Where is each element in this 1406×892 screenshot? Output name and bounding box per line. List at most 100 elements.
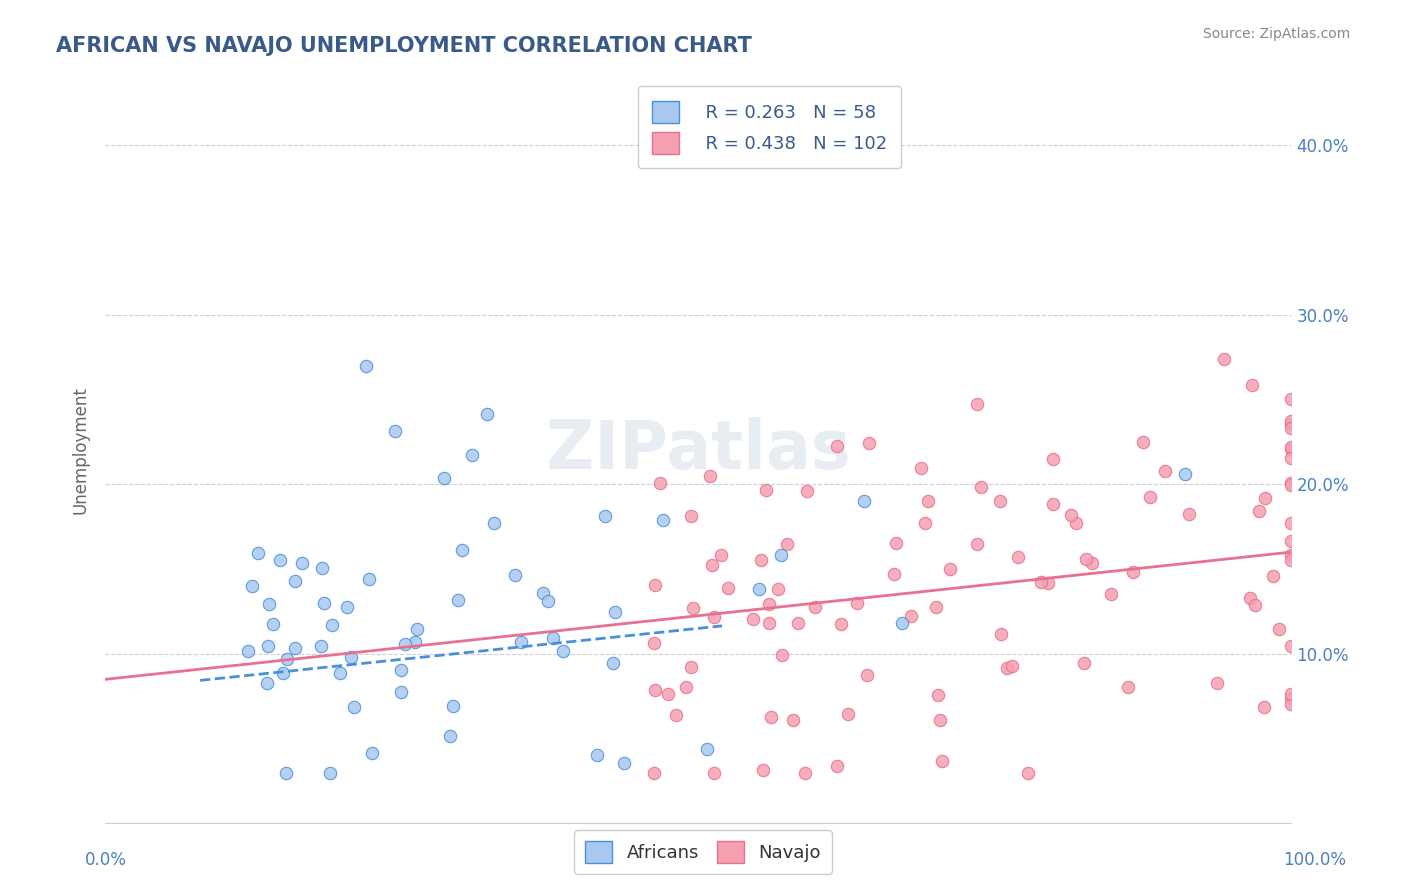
Point [703,765,725,780]
Point [361,746,384,760]
Point [770,648,793,662]
Point [1281,442,1303,456]
Point [858,436,880,450]
Point [830,617,852,632]
Point [803,600,825,615]
Point [389,684,412,698]
Point [354,359,377,373]
Point [309,639,332,653]
Point [389,663,412,677]
Point [1281,476,1303,491]
Point [262,616,284,631]
Point [1281,450,1303,465]
Point [853,494,876,508]
Point [1281,691,1303,706]
Point [990,627,1012,641]
Point [717,581,740,595]
Point [257,597,280,611]
Point [1007,549,1029,564]
Point [246,546,269,560]
Point [1042,452,1064,467]
Point [703,610,725,624]
Point [927,689,949,703]
Point [696,742,718,756]
Point [1244,599,1267,613]
Point [1205,676,1227,690]
Point [883,566,905,581]
Point [825,758,848,772]
Point [1247,504,1270,518]
Point [603,606,626,620]
Point [917,494,939,508]
Legend:   R = 0.263   N = 58,   R = 0.438   N = 102: R = 0.263 N = 58, R = 0.438 N = 102 [638,87,901,169]
Point [1038,576,1060,591]
Point [793,765,815,780]
Point [741,611,763,625]
Point [782,713,804,727]
Point [593,509,616,524]
Point [837,707,859,722]
Point [256,640,278,654]
Text: ZIPatlas: ZIPatlas [546,417,851,483]
Point [910,460,932,475]
Point [613,756,636,770]
Text: Source: ZipAtlas.com: Source: ZipAtlas.com [1202,27,1350,41]
Point [503,568,526,582]
Text: 100.0%: 100.0% [1284,851,1346,869]
Point [451,543,474,558]
Point [928,714,950,728]
Point [776,537,799,551]
Point [1042,497,1064,511]
Point [966,537,988,551]
Point [990,493,1012,508]
Point [766,582,789,596]
Point [1074,552,1097,566]
Point [970,480,993,494]
Point [1132,434,1154,449]
Point [1281,697,1303,711]
Point [747,582,769,596]
Point [1268,622,1291,636]
Point [1017,765,1039,780]
Point [925,599,948,614]
Point [1281,639,1303,653]
Point [1099,587,1122,601]
Point [586,747,609,762]
Point [1263,569,1285,583]
Point [651,513,673,527]
Point [1154,464,1177,478]
Point [238,644,260,658]
Point [1000,658,1022,673]
Point [1253,700,1275,714]
Point [891,616,914,631]
Point [1073,656,1095,670]
Point [675,681,697,695]
Point [1174,467,1197,482]
Text: 0.0%: 0.0% [84,851,127,869]
Point [657,687,679,701]
Point [699,468,721,483]
Point [336,600,359,615]
Point [256,676,278,690]
Point [433,471,456,485]
Point [758,615,780,630]
Point [1281,553,1303,567]
Point [1281,548,1303,562]
Point [1281,686,1303,700]
Point [536,594,558,608]
Point [475,407,498,421]
Point [679,509,702,524]
Point [541,631,564,645]
Point [284,641,307,656]
Point [531,585,554,599]
Point [311,561,333,575]
Legend: Africans, Navajo: Africans, Navajo [574,830,832,874]
Point [702,558,724,572]
Point [931,754,953,768]
Point [644,682,666,697]
Point [343,700,366,714]
Point [1281,516,1303,530]
Point [359,573,381,587]
Point [679,660,702,674]
Point [1239,591,1261,605]
